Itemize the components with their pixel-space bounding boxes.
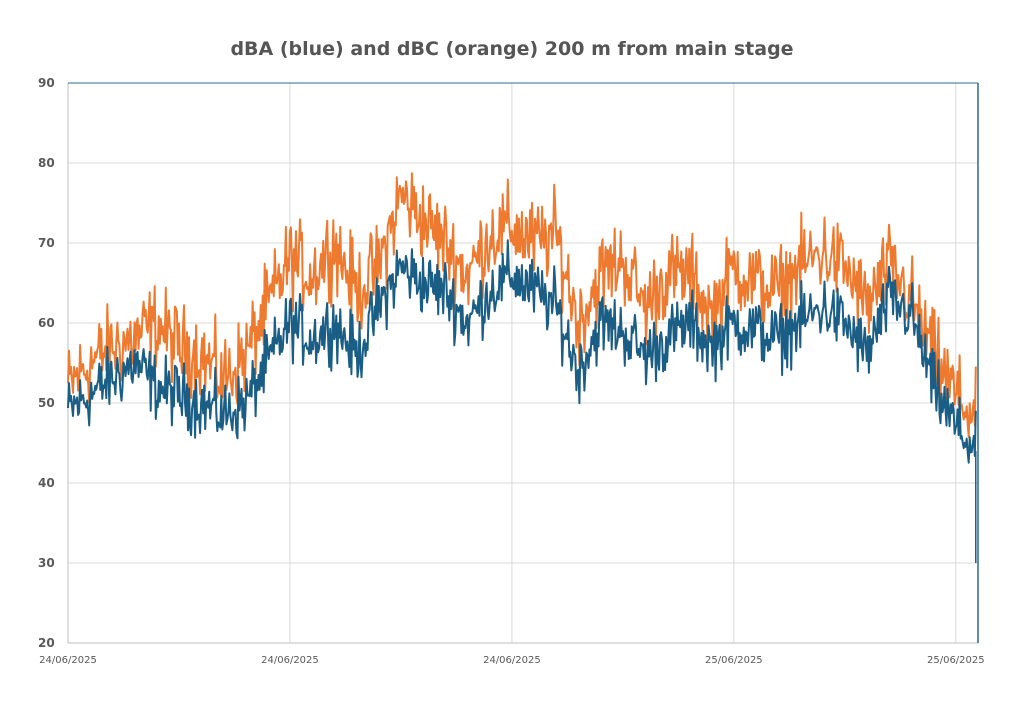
y-tick-label: 50 (38, 396, 55, 410)
x-tick-label: 24/06/2025 (261, 655, 319, 666)
series-line-dBA (67, 239, 977, 464)
y-tick-label: 20 (38, 636, 55, 650)
y-tick-label: 40 (38, 476, 55, 490)
y-tick-label: 90 (38, 76, 55, 90)
y-tick-label: 70 (38, 236, 55, 250)
y-tick-label: 80 (38, 156, 55, 170)
y-tick-label: 30 (38, 556, 55, 570)
x-tick-label: 25/06/2025 (705, 655, 763, 666)
x-tick-label: 24/06/2025 (483, 655, 541, 666)
x-tick-label: 25/06/2025 (927, 655, 985, 666)
chart-title: dBA (blue) and dBC (orange) 200 m from m… (230, 38, 794, 60)
y-tick-label: 60 (38, 316, 55, 330)
x-tick-label: 24/06/2025 (39, 655, 97, 666)
series-line-dBC (67, 172, 977, 438)
